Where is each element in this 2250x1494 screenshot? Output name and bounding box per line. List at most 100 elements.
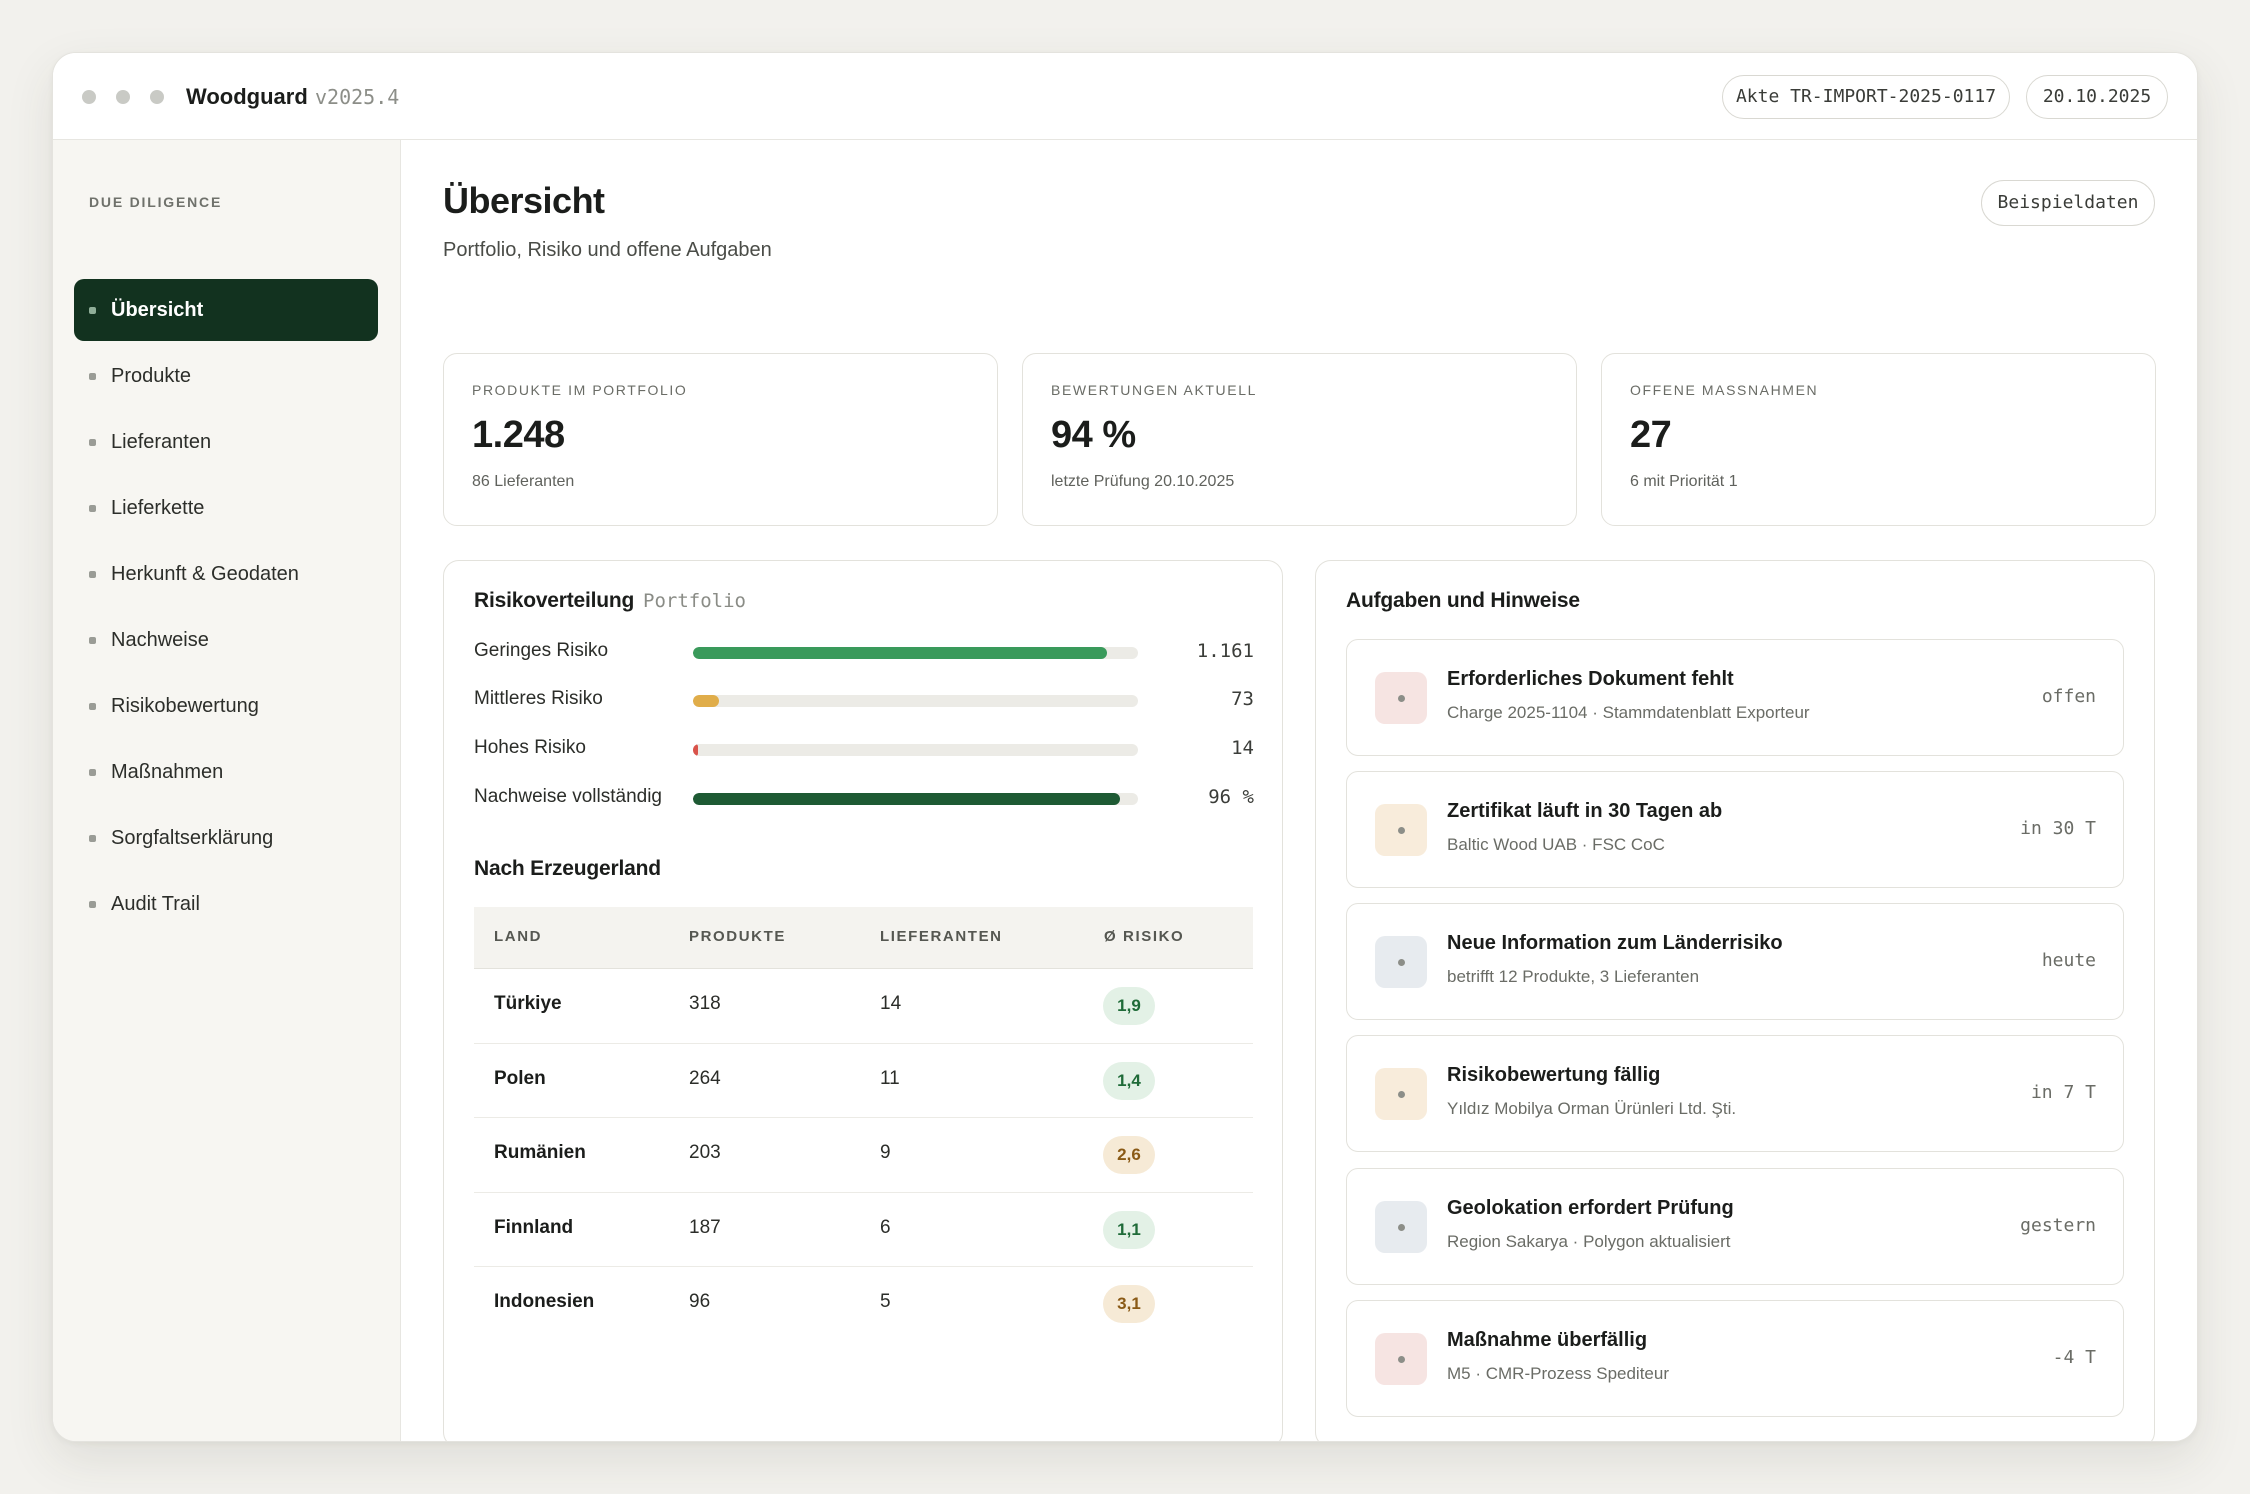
alert-icon bbox=[1375, 1333, 1427, 1385]
cell-products: 203 bbox=[689, 1142, 721, 1163]
window-minimize-dot[interactable] bbox=[116, 90, 130, 104]
cell-suppliers: 6 bbox=[880, 1216, 891, 1238]
task-status: in 30 T bbox=[2020, 818, 2096, 839]
sidebar-item-sorgfaltserklaerung[interactable]: Sorgfaltserklärung bbox=[74, 807, 378, 869]
window-maximize-dot[interactable] bbox=[150, 90, 164, 104]
sidebar-item-audit-trail[interactable]: Audit Trail bbox=[74, 873, 378, 935]
risk-label: Geringes Risiko bbox=[474, 640, 609, 661]
cell-country: Türkiye bbox=[494, 993, 562, 1014]
bullet-icon bbox=[89, 835, 96, 842]
bullet-icon bbox=[89, 703, 96, 710]
task-subtitle: Region Sakarya · Polygon aktualisiert bbox=[1447, 1232, 1731, 1251]
bullet-icon bbox=[89, 901, 96, 908]
table-row[interactable]: Polen 264 11 1,4 bbox=[474, 1044, 1253, 1118]
sidebar-item-lieferkette[interactable]: Lieferkette bbox=[74, 477, 378, 539]
task-subtitle: Yıldız Mobilya Orman Ürünleri Ltd. Şti. bbox=[1447, 1099, 1737, 1118]
info-icon bbox=[1375, 1201, 1427, 1253]
window-close-dot[interactable] bbox=[82, 90, 96, 104]
risk-count: 14 bbox=[1231, 737, 1254, 759]
risk-score-badge: 1,4 bbox=[1103, 1061, 1155, 1100]
sidebar-item-produkte[interactable]: Produkte bbox=[74, 345, 378, 407]
main-content: Übersicht Portfolio, Risiko und offene A… bbox=[401, 140, 2197, 1441]
task-title: Zertifikat läuft in 30 Tagen ab bbox=[1447, 800, 1723, 822]
sidebar-item-nachweise[interactable]: Nachweise bbox=[74, 609, 378, 671]
cell-country: Finnland bbox=[494, 1216, 574, 1238]
kpi-label: OFFENE MASSNAHMEN bbox=[1630, 382, 1819, 398]
cell-country: Rumänien bbox=[494, 1142, 586, 1163]
tasks-card-title: Aufgaben und Hinweise bbox=[1346, 589, 1580, 612]
risk-bar-track bbox=[693, 695, 1138, 707]
cell-suppliers: 5 bbox=[880, 1291, 891, 1312]
task-subtitle: Baltic Wood UAB · FSC CoC bbox=[1447, 835, 1665, 854]
warning-icon bbox=[1375, 1068, 1427, 1120]
kpi-card-measures: OFFENE MASSNAHMEN 27 6 mit Priorität 1 bbox=[1601, 353, 2156, 526]
task-item[interactable]: Neue Information zum Länderrisiko betrif… bbox=[1346, 903, 2124, 1020]
risk-label: Mittleres Risiko bbox=[474, 688, 603, 709]
cell-suppliers: 9 bbox=[880, 1142, 891, 1163]
risk-row-high: Hohes Risiko 14 bbox=[474, 734, 1254, 764]
kpi-value: 94 % bbox=[1051, 414, 1136, 456]
country-table: LAND PRODUKTE LIEFERANTEN Ø RISIKO Türki… bbox=[474, 907, 1253, 1342]
sidebar-item-massnahmen[interactable]: Maßnahmen bbox=[74, 741, 378, 803]
kpi-note: 86 Lieferanten bbox=[472, 473, 575, 490]
risk-score-badge: 1,9 bbox=[1103, 987, 1155, 1025]
column-header-produkte[interactable]: PRODUKTE bbox=[689, 928, 786, 945]
risk-row-evidence: Nachweise vollständig 96 % bbox=[474, 783, 1254, 813]
cell-country: Indonesien bbox=[494, 1291, 595, 1312]
task-item[interactable]: Maßnahme überfällig M5 · CMR-Prozess Spe… bbox=[1346, 1300, 2124, 1417]
risk-label: Nachweise vollständig bbox=[474, 786, 662, 807]
bullet-icon bbox=[89, 571, 96, 578]
cell-suppliers: 11 bbox=[880, 1067, 900, 1089]
sidebar-item-risikobewertung[interactable]: Risikobewertung bbox=[74, 675, 378, 737]
bullet-icon bbox=[89, 373, 96, 380]
task-title: Maßnahme überfällig bbox=[1447, 1329, 1648, 1351]
task-item[interactable]: Zertifikat läuft in 30 Tagen ab Baltic W… bbox=[1346, 771, 2124, 888]
sample-data-button[interactable]: Beispieldaten bbox=[1981, 180, 2155, 226]
column-header-land[interactable]: LAND bbox=[494, 928, 543, 945]
cell-suppliers: 14 bbox=[880, 993, 902, 1014]
kpi-label: BEWERTUNGEN AKTUELL bbox=[1051, 382, 1257, 398]
sidebar-item-uebersicht[interactable]: Übersicht bbox=[74, 279, 378, 341]
table-row[interactable]: Rumänien 203 9 2,6 bbox=[474, 1118, 1253, 1193]
kpi-note: 6 mit Priorität 1 bbox=[1630, 473, 1738, 490]
sidebar-item-label: Sorgfaltserklärung bbox=[111, 827, 274, 849]
column-header-lieferanten[interactable]: LIEFERANTEN bbox=[880, 928, 1003, 945]
sidebar-item-label: Herkunft & Geodaten bbox=[111, 563, 299, 585]
page-subtitle: Portfolio, Risiko und offene Aufgaben bbox=[443, 239, 772, 261]
case-file-pill[interactable]: Akte TR-IMPORT-2025-0117 bbox=[1722, 75, 2010, 119]
table-row[interactable]: Finnland 187 6 1,1 bbox=[474, 1193, 1253, 1267]
cell-products: 318 bbox=[689, 993, 721, 1014]
task-item[interactable]: Erforderliches Dokument fehlt Charge 202… bbox=[1346, 639, 2124, 756]
sidebar-item-lieferanten[interactable]: Lieferanten bbox=[74, 411, 378, 473]
table-header: LAND PRODUKTE LIEFERANTEN Ø RISIKO bbox=[474, 907, 1253, 969]
risk-bar-fill bbox=[693, 744, 698, 756]
task-subtitle: M5 · CMR-Prozess Spediteur bbox=[1447, 1364, 1670, 1383]
task-status: in 7 T bbox=[2030, 1082, 2096, 1103]
sidebar-item-label: Übersicht bbox=[111, 299, 204, 321]
task-item[interactable]: Geolokation erfordert Prüfung Region Sak… bbox=[1346, 1168, 2124, 1285]
kpi-card-assessments: BEWERTUNGEN AKTUELL 94 % letzte Prüfung … bbox=[1022, 353, 1577, 526]
date-pill[interactable]: 20.10.2025 bbox=[2026, 75, 2168, 119]
sidebar-item-label: Risikobewertung bbox=[111, 695, 259, 717]
bullet-icon bbox=[89, 439, 96, 446]
column-header-risiko[interactable]: Ø RISIKO bbox=[1104, 928, 1185, 945]
task-status: heute bbox=[2041, 950, 2096, 971]
task-item[interactable]: Risikobewertung fällig Yıldız Mobilya Or… bbox=[1346, 1035, 2124, 1152]
risk-bar-fill bbox=[693, 695, 719, 707]
app-name: Woodguard bbox=[186, 84, 308, 109]
alert-icon bbox=[1375, 672, 1427, 724]
table-row[interactable]: Indonesien 96 5 3,1 bbox=[474, 1267, 1253, 1342]
kpi-label: PRODUKTE IM PORTFOLIO bbox=[472, 382, 688, 398]
sidebar: DUE DILIGENCE Übersicht Produkte Liefera… bbox=[53, 140, 401, 1441]
app-version: v2025.4 bbox=[315, 85, 400, 109]
sidebar-item-label: Produkte bbox=[111, 365, 192, 387]
risk-score-badge: 3,1 bbox=[1103, 1285, 1155, 1323]
sidebar-item-herkunft-geodaten[interactable]: Herkunft & Geodaten bbox=[74, 543, 378, 605]
risk-score-badge: 1,1 bbox=[1103, 1210, 1155, 1249]
bullet-icon bbox=[89, 307, 96, 314]
risk-distribution-card: Risikoverteilung Portfolio Geringes Risi… bbox=[443, 560, 1283, 1441]
task-subtitle: betrifft 12 Produkte, 3 Lieferanten bbox=[1447, 967, 1700, 986]
table-row[interactable]: Türkiye 318 14 1,9 bbox=[474, 969, 1253, 1044]
task-subtitle: Charge 2025-1104 · Stammdatenblatt Expor… bbox=[1447, 703, 1810, 722]
risk-count: 96 % bbox=[1208, 786, 1254, 808]
